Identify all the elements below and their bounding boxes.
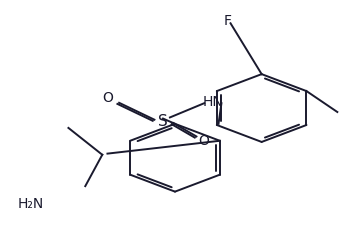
Text: H₂N: H₂N (17, 197, 44, 211)
Text: S: S (158, 114, 168, 129)
Text: O: O (199, 134, 209, 148)
Text: HN: HN (202, 95, 223, 109)
Text: F: F (224, 14, 232, 27)
Text: O: O (103, 91, 113, 105)
